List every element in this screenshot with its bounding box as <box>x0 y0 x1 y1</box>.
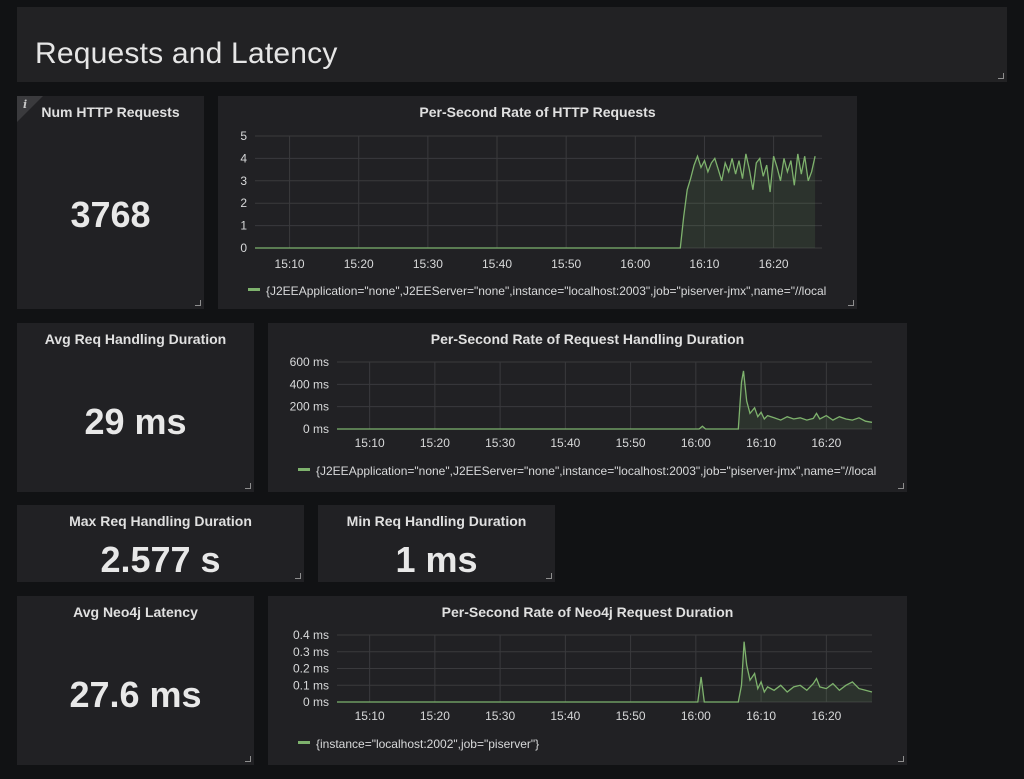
resize-handle[interactable] <box>295 573 301 579</box>
legend-swatch <box>298 468 310 472</box>
x-tick-label: 15:20 <box>420 709 450 723</box>
resize-handle[interactable] <box>898 756 904 762</box>
stat-panel-avg-neo4j-latency[interactable]: Avg Neo4j Latency 27.6 ms <box>17 596 254 765</box>
stat-panel-avg-req-handling[interactable]: Avg Req Handling Duration 29 ms <box>17 323 254 492</box>
x-tick-label: 16:10 <box>746 709 776 723</box>
resize-handle[interactable] <box>245 483 251 489</box>
graph-panel-http-requests-rate[interactable]: Per-Second Rate of HTTP Requests 0 1 2 3 4 5 1… <box>218 96 857 309</box>
row-header: Requests and Latency <box>17 7 1007 82</box>
y-tick-label: 0 ms <box>303 422 329 436</box>
legend-label: {J2EEApplication="none",J2EEServer="none… <box>266 284 827 298</box>
series-area <box>337 370 872 429</box>
y-tick-label: 5 <box>240 129 247 143</box>
y-tick-label: 4 <box>240 151 247 165</box>
legend[interactable]: {J2EEApplication="none",J2EEServer="none… <box>248 284 848 298</box>
x-tick-label: 16:20 <box>811 709 841 723</box>
graph-panel-neo4j-duration-rate[interactable]: Per-Second Rate of Neo4j Request Duratio… <box>268 596 907 765</box>
y-tick-label: 200 ms <box>290 400 329 414</box>
panel-title: Per-Second Rate of Request Handling Dura… <box>430 331 745 347</box>
resize-handle[interactable] <box>195 300 201 306</box>
y-tick-label: 3 <box>240 174 247 188</box>
panel-title: Per-Second Rate of Neo4j Request Duratio… <box>441 604 734 620</box>
x-tick-label: 15:20 <box>344 257 374 271</box>
resize-handle[interactable] <box>245 756 251 762</box>
legend-label: {instance="localhost:2002",job="piserver… <box>316 737 540 751</box>
x-tick-label: 15:40 <box>550 709 580 723</box>
y-tick-label: 2 <box>240 196 247 210</box>
x-tick-label: 16:10 <box>746 436 776 450</box>
x-tick-label: 15:10 <box>275 257 305 271</box>
legend-swatch <box>298 741 310 745</box>
x-tick-label: 15:50 <box>551 257 581 271</box>
x-tick-label: 15:50 <box>616 709 646 723</box>
x-tick-label: 16:20 <box>811 436 841 450</box>
resize-handle[interactable] <box>998 73 1004 79</box>
series-line <box>255 153 816 249</box>
x-tick-label: 15:40 <box>482 257 512 271</box>
x-tick-label: 16:00 <box>620 257 650 271</box>
chart-http-requests-rate: 0 1 2 3 4 5 15:10 15:20 15:30 15:40 15:50 16:00 16:1… <box>240 129 822 271</box>
y-tick-label: 0.2 ms <box>293 662 329 676</box>
panel-title: Max Req Handling Duration <box>69 513 252 529</box>
x-tick-label: 16:10 <box>689 257 719 271</box>
y-tick-label: 600 ms <box>290 355 329 369</box>
y-tick-label: 0.3 ms <box>293 645 329 659</box>
legend[interactable]: {J2EEApplication="none",J2EEServer="none… <box>298 464 898 478</box>
row-title: Requests and Latency <box>35 37 338 70</box>
stat-value: 29 ms <box>84 401 187 442</box>
panel-title: Min Req Handling Duration <box>346 513 527 529</box>
x-tick-label: 15:10 <box>355 436 385 450</box>
series-area <box>337 641 872 702</box>
series-line <box>337 641 873 703</box>
y-tick-label: 0.1 ms <box>293 678 329 692</box>
x-tick-label: 16:20 <box>759 257 789 271</box>
x-tick-label: 15:50 <box>616 436 646 450</box>
x-tick-label: 15:30 <box>413 257 443 271</box>
stat-value: 3768 <box>70 194 151 235</box>
legend-label: {J2EEApplication="none",J2EEServer="none… <box>316 464 877 478</box>
info-glyph: i <box>23 98 28 111</box>
x-tick-label: 15:20 <box>420 436 450 450</box>
graph-panel-request-handling-rate[interactable]: Per-Second Rate of Request Handling Dura… <box>268 323 907 492</box>
x-tick-label: 16:00 <box>681 436 711 450</box>
resize-handle[interactable] <box>848 300 854 306</box>
x-tick-label: 16:00 <box>681 709 711 723</box>
y-tick-label: 0 ms <box>303 695 329 709</box>
panel-title: Num HTTP Requests <box>41 104 180 120</box>
stat-panel-num-http-requests[interactable]: i Num HTTP Requests 3768 <box>17 96 204 309</box>
panel-title: Per-Second Rate of HTTP Requests <box>419 104 656 120</box>
y-tick-label: 400 ms <box>290 377 329 391</box>
panel-title: Avg Req Handling Duration <box>44 331 227 347</box>
info-icon[interactable] <box>17 96 43 122</box>
legend[interactable]: {instance="localhost:2002",job="piserver… <box>298 737 898 751</box>
x-tick-label: 15:30 <box>485 709 515 723</box>
series-area <box>255 153 816 248</box>
resize-handle[interactable] <box>898 483 904 489</box>
stat-value: 2.577 s <box>100 539 221 580</box>
series-line <box>337 370 873 430</box>
stat-panel-min-req-handling[interactable]: Min Req Handling Duration 1 ms <box>318 505 555 582</box>
x-tick-label: 15:30 <box>485 436 515 450</box>
stat-panel-max-req-handling[interactable]: Max Req Handling Duration 2.577 s <box>17 505 304 582</box>
stat-value: 1 ms <box>395 539 478 580</box>
x-tick-label: 15:10 <box>355 709 385 723</box>
y-tick-label: 0.4 ms <box>293 628 329 642</box>
x-tick-label: 15:40 <box>550 436 580 450</box>
chart-request-handling-rate: 0 ms 200 ms 400 ms 600 ms 15:10 15:20 15:30 15:… <box>290 355 873 450</box>
legend-swatch <box>248 288 260 292</box>
y-tick-label: 0 <box>240 241 247 255</box>
panel-title: Avg Neo4j Latency <box>73 604 198 620</box>
y-tick-label: 1 <box>240 219 247 233</box>
chart-neo4j-duration-rate: 0 ms 0.1 ms 0.2 ms 0.3 ms 0.4 ms 15:10 15:20 15… <box>293 628 873 723</box>
resize-handle[interactable] <box>546 573 552 579</box>
stat-value: 27.6 ms <box>69 674 202 715</box>
